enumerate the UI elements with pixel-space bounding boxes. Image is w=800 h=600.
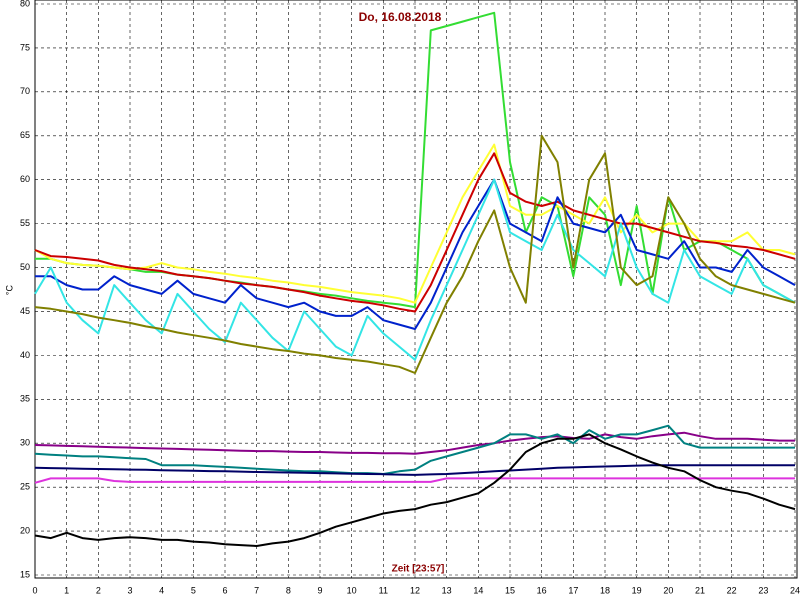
y-tick-label: 35 [20,394,30,404]
x-tick-label: 6 [222,585,227,595]
series-line [34,431,795,455]
y-tick-label: 55 [20,218,30,228]
x-tick-label: 22 [727,585,737,595]
y-tick-label: 65 [20,130,30,140]
series-line [34,477,795,484]
y-tick-label: 50 [20,262,30,272]
y-axis-label: °C [4,284,14,295]
x-tick-label: 10 [347,585,357,595]
x-tick-label: 11 [379,585,388,595]
y-tick-label: 15 [20,569,30,579]
x-tick-label: 0 [32,585,37,595]
x-tick-label: 1 [64,585,69,595]
y-tick-label: 30 [20,438,30,448]
y-tick-label: 60 [20,174,30,184]
series-line [34,424,795,475]
x-tick-label: 3 [127,585,132,595]
x-tick-label: 15 [505,585,515,595]
x-tick-label: 4 [159,585,164,595]
x-axis-label: Zeit [23:57] [392,564,445,575]
x-tick-label: 2 [96,585,101,595]
y-tick-label: 70 [20,86,30,96]
x-tick-label: 17 [568,585,578,595]
series-line [34,143,796,304]
series-line [35,178,796,330]
x-tick-label: 16 [537,585,547,595]
lines [34,11,796,547]
x-tick-label: 20 [663,585,673,595]
x-tick-label: 23 [758,585,768,595]
x-tick-label: 21 [695,585,705,595]
y-tick-label: 80 [20,0,30,8]
y-tick-label: 20 [20,525,30,535]
y-tick-label: 45 [20,306,30,316]
series-line [34,152,796,313]
y-tick-label: 75 [20,42,30,52]
x-tick-label: 19 [632,585,642,595]
x-tick-label: 13 [442,585,452,595]
x-tick-label: 18 [600,585,610,595]
x-tick-label: 9 [317,585,322,595]
series-line [34,134,796,374]
x-tick-label: 8 [286,585,291,595]
y-tick-label: 40 [20,350,30,360]
series-line [34,464,795,476]
y-tick-label: 25 [20,482,30,492]
series-line [34,178,796,361]
chart-title: Do, 16.08.2018 [359,10,442,24]
x-tick-label: 12 [410,585,420,595]
series-line [34,433,796,547]
x-tick-label: 5 [191,585,196,595]
x-tick-label: 24 [790,585,800,595]
grid [34,0,797,578]
x-tick-label: 7 [254,585,259,595]
x-tick-label: 14 [473,585,483,595]
